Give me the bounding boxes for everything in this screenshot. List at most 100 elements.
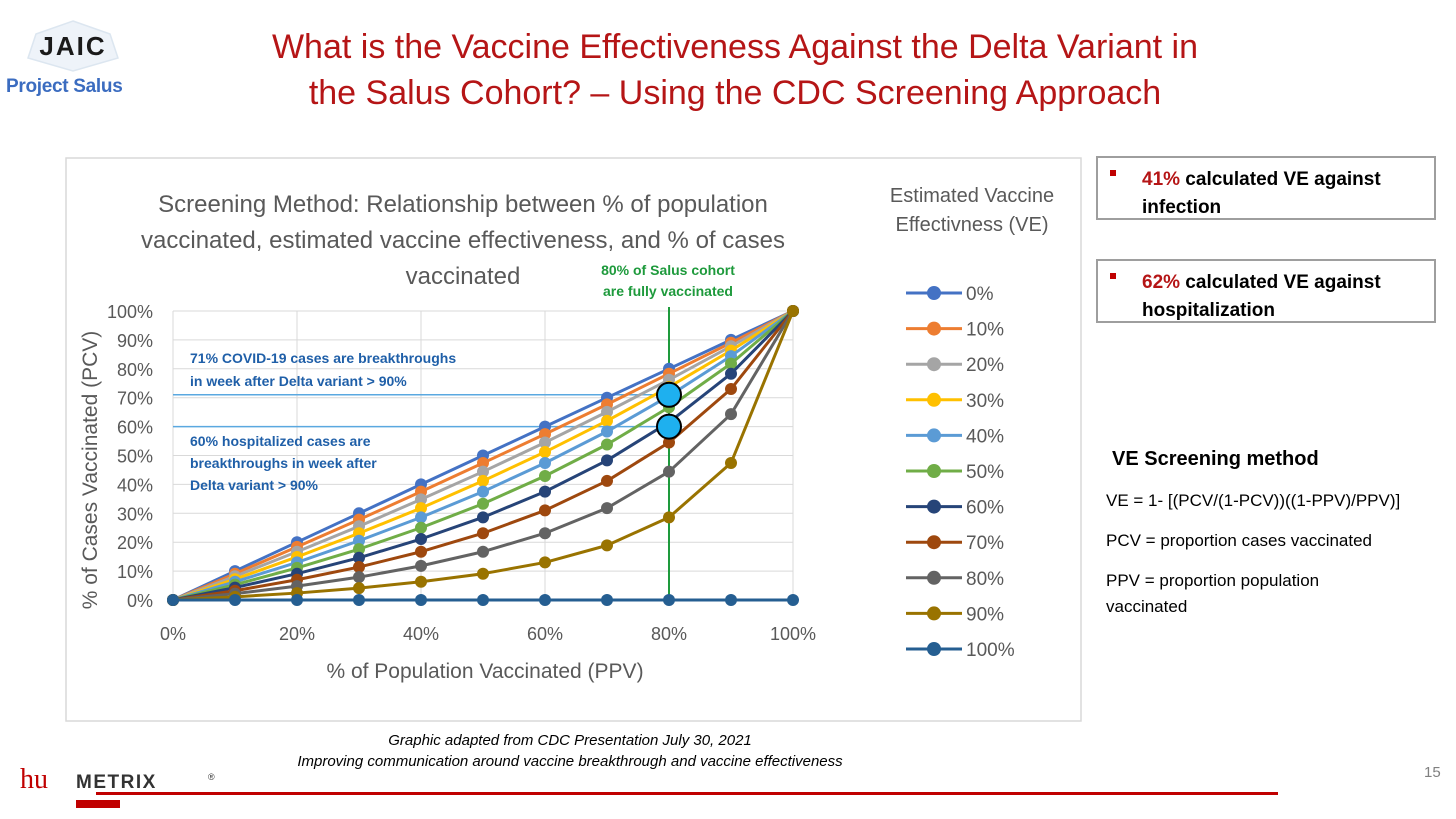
legend-entry: 10% [906, 320, 1004, 341]
slide-title-line-1: What is the Vaccine Effectiveness Agains… [271, 28, 1199, 66]
infection-label-line: in week after Delta variant > 90% [190, 373, 407, 389]
y-tick-label: 100% [107, 302, 153, 322]
series-point [663, 594, 675, 606]
series-point [353, 551, 365, 564]
legend-swatch-marker [927, 428, 941, 443]
series-point [663, 465, 675, 478]
legend-label: 90% [966, 604, 1004, 625]
series-point [787, 594, 799, 606]
series-point [539, 436, 551, 449]
series-point [725, 594, 737, 606]
legend-swatch-marker [927, 499, 941, 514]
series-point [539, 470, 551, 483]
callout-ve-infection: 41% calculated VE against infection [1096, 156, 1436, 220]
bullet-icon [1110, 170, 1116, 176]
x-tick-label: 80% [651, 624, 687, 644]
hospitalization-label-line: breakthroughs in week after [190, 455, 377, 471]
series-point [415, 502, 427, 515]
chart-title-line: Screening Method: Relationship between %… [158, 191, 768, 218]
callout-text: 62% calculated VE against hospitalizatio… [1142, 269, 1432, 325]
ve-formula: VE = 1- [(PCV/(1-PCV))((1-PPV)/PPV)] [1106, 491, 1401, 510]
series-point [415, 575, 427, 588]
series-point [539, 446, 551, 459]
series-point [353, 543, 365, 556]
legend-label: 0% [966, 284, 994, 305]
series-point [291, 594, 303, 606]
pcv-definition: PCV = proportion cases vaccinated [1106, 531, 1373, 550]
hospitalization-label-line: 60% hospitalized cases are [190, 433, 371, 449]
series-point [725, 408, 737, 421]
series-point [787, 305, 799, 317]
annotation-lines [173, 307, 670, 600]
highlight-point [656, 413, 682, 440]
ppv-definition: PPV = proportion population vaccinated [1106, 571, 1320, 616]
series-point [415, 493, 427, 506]
series-point [539, 457, 551, 470]
series-point [601, 502, 613, 515]
legend-swatch-marker [927, 357, 941, 372]
legend-label: 100% [966, 640, 1015, 661]
legend-entry: 80% [906, 569, 1004, 590]
series-point [415, 594, 427, 606]
series-point [477, 511, 489, 524]
y-tick-label: 40% [117, 475, 153, 495]
legend-label: 80% [966, 569, 1004, 590]
chart-title-line: vaccinated [406, 263, 521, 290]
series-point [477, 527, 489, 540]
series-point [725, 357, 737, 370]
series-point [601, 414, 613, 427]
series-point [725, 383, 737, 396]
callout-ve-hospitalization: 62% calculated VE against hospitalizatio… [1096, 259, 1436, 323]
series-point [477, 457, 489, 470]
legend-entry: 100% [906, 640, 1015, 661]
infection-label-line: 71% COVID-19 cases are breakthroughs [190, 350, 456, 366]
series-point [477, 545, 489, 558]
series-point [353, 571, 365, 584]
legend-label: 70% [966, 533, 1004, 554]
series-point [477, 594, 489, 606]
callout-description: calculated VE against hospitalization [1142, 272, 1381, 321]
y-tick-label: 50% [117, 447, 153, 467]
x-axis-label: % of Population Vaccinated (PPV) [326, 660, 643, 683]
slide-title: What is the Vaccine Effectiveness Agains… [150, 24, 1320, 116]
legend-swatch-marker [927, 464, 941, 478]
y-tick-label: 30% [117, 504, 153, 524]
legend-swatch-marker [927, 286, 941, 300]
callout-text: 41% calculated VE against infection [1142, 166, 1432, 222]
legend-entry: 30% [906, 391, 1004, 412]
series-point [539, 485, 551, 498]
x-tick-label: 40% [403, 624, 439, 644]
callout-percent: 41% [1142, 169, 1181, 190]
humetrix-logo-suffix: METRIX [76, 772, 157, 793]
y-tick-label: 60% [117, 418, 153, 438]
series-point [601, 454, 613, 467]
y-tick-label: 20% [117, 533, 153, 553]
y-axis-label: % of Cases Vaccinated (PCV) [79, 331, 102, 610]
y-tick-label: 70% [117, 389, 153, 409]
series-point [601, 438, 613, 451]
legend-title-line: Estimated Vaccine [890, 185, 1054, 207]
chart-title: Screening Method: Relationship between %… [141, 191, 785, 290]
series-point [477, 485, 489, 498]
series-point [601, 425, 613, 438]
chart-series [167, 305, 799, 606]
series-point [601, 474, 613, 487]
y-tick-label: 0% [127, 591, 153, 611]
x-tick-label: 100% [770, 624, 816, 644]
series-point [477, 497, 489, 510]
slide-title-line-2: the Salus Cohort? – Using the CDC Screen… [308, 74, 1162, 112]
legend-label: 60% [966, 498, 1004, 519]
series-point [539, 428, 551, 441]
annotation-points [656, 381, 682, 440]
chart-frame [65, 157, 1082, 722]
legend-swatch-marker [927, 392, 941, 407]
series-point [663, 511, 675, 524]
series-point [353, 561, 365, 574]
series-point [477, 567, 489, 580]
series-point [415, 533, 427, 546]
series-point [725, 457, 737, 470]
series-point [353, 534, 365, 547]
series-point [539, 527, 551, 540]
chart-title-line: vaccinated, estimated vaccine effectiven… [141, 227, 785, 254]
